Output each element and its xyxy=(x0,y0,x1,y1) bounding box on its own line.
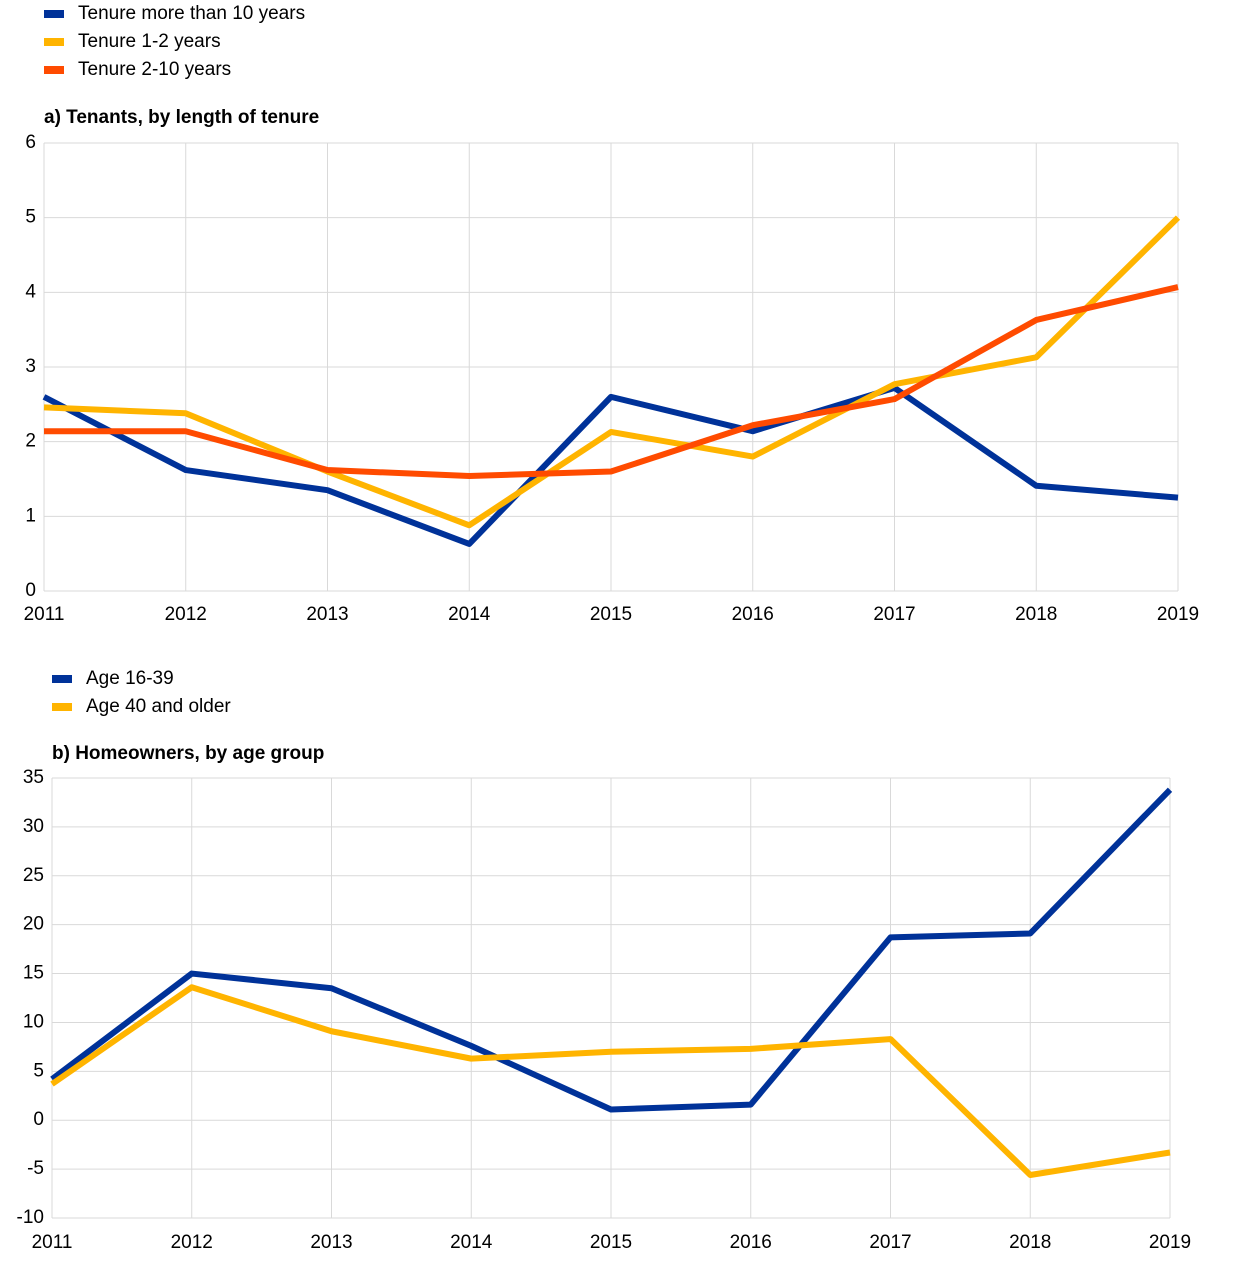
x-tick-label: 2019 xyxy=(1149,1232,1191,1253)
chart-title: a) Tenants, by length of tenure xyxy=(44,107,319,128)
x-tick-label: 2017 xyxy=(873,604,915,625)
x-tick-label: 2016 xyxy=(730,1232,772,1253)
legend-label: Tenure 2-10 years xyxy=(78,59,231,80)
x-tick-label: 2011 xyxy=(24,604,65,625)
y-tick-label: 35 xyxy=(23,767,44,788)
x-tick-label: 2017 xyxy=(869,1232,911,1253)
y-tick-label: -5 xyxy=(27,1158,44,1179)
x-tick-label: 2013 xyxy=(306,604,348,625)
y-tick-label: -10 xyxy=(17,1207,44,1228)
y-tick-label: 3 xyxy=(25,356,36,377)
legend-swatch xyxy=(52,675,72,683)
x-tick-label: 2018 xyxy=(1009,1232,1051,1253)
legend-swatch xyxy=(44,10,64,18)
legend-swatch xyxy=(44,38,64,46)
y-tick-label: 30 xyxy=(23,816,44,837)
legend-label: Tenure more than 10 years xyxy=(78,3,305,24)
legend-swatch xyxy=(52,703,72,711)
y-tick-label: 5 xyxy=(33,1060,44,1081)
x-tick-label: 2016 xyxy=(732,604,774,625)
legend-swatch xyxy=(44,66,64,74)
x-tick-label: 2014 xyxy=(448,604,491,625)
y-tick-label: 20 xyxy=(23,914,44,935)
series-line xyxy=(42,384,1179,547)
x-tick-label: 2015 xyxy=(590,1232,632,1253)
y-tick-label: 15 xyxy=(23,963,44,984)
y-tick-label: 0 xyxy=(25,580,36,601)
y-tick-label: 1 xyxy=(25,505,36,526)
y-tick-label: 4 xyxy=(25,281,36,302)
legend-label: Tenure 1-2 years xyxy=(78,31,221,52)
y-tick-label: 5 xyxy=(25,207,36,228)
series-line xyxy=(50,984,1171,1178)
x-tick-label: 2019 xyxy=(1157,604,1199,625)
legend-label: Age 40 and older xyxy=(86,696,231,717)
x-tick-label: 2012 xyxy=(165,604,207,625)
x-tick-label: 2015 xyxy=(590,604,632,625)
x-tick-label: 2018 xyxy=(1015,604,1057,625)
legend-label: Age 16-39 xyxy=(86,668,174,689)
y-tick-label: 0 xyxy=(33,1109,44,1130)
y-tick-label: 10 xyxy=(23,1011,44,1032)
chart-title: b) Homeowners, by age group xyxy=(52,743,324,764)
y-tick-label: 25 xyxy=(23,865,44,886)
x-tick-label: 2014 xyxy=(450,1232,493,1253)
x-tick-label: 2012 xyxy=(171,1232,213,1253)
x-tick-label: 2013 xyxy=(310,1232,352,1253)
series-line xyxy=(50,787,1173,1113)
y-tick-label: 2 xyxy=(25,431,36,452)
y-tick-label: 6 xyxy=(25,132,36,153)
series-line xyxy=(43,215,1181,529)
series-line xyxy=(44,284,1179,480)
x-tick-label: 2011 xyxy=(32,1232,73,1253)
